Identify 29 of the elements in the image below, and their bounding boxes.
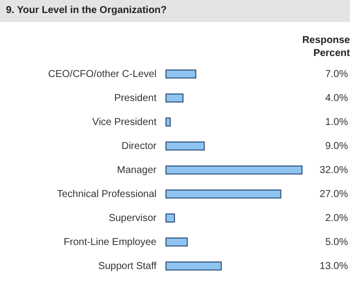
data-label: 1.0% <box>325 117 348 128</box>
bar <box>166 70 196 78</box>
data-label: 9.0% <box>325 141 348 152</box>
data-label: 27.0% <box>320 189 348 200</box>
bar <box>166 118 171 126</box>
bar <box>166 94 184 102</box>
data-label: 5.0% <box>325 237 348 248</box>
y-tick-label: CEO/CFO/other C-Level <box>48 69 156 80</box>
y-tick-label: Manager <box>117 165 158 176</box>
data-label: 7.0% <box>325 69 348 80</box>
y-tick-label: Director <box>121 141 158 152</box>
data-label: 4.0% <box>325 93 348 104</box>
y-tick-label: President <box>114 93 157 104</box>
y-tick-label: Vice President <box>92 117 157 128</box>
bar <box>166 214 175 222</box>
y-tick-label: Technical Professional <box>57 189 156 200</box>
y-tick-label: Supervisor <box>108 213 158 224</box>
chart-title: 9. Your Level in the Organization? <box>0 0 350 22</box>
bar <box>166 142 205 150</box>
bar <box>166 262 222 270</box>
data-label: 32.0% <box>320 165 348 176</box>
bar <box>166 238 188 246</box>
text: Response Percent <box>302 35 351 59</box>
bar <box>166 190 282 198</box>
bar <box>166 166 302 174</box>
y-tick-label: Support Staff <box>98 261 157 272</box>
data-label: 2.0% <box>325 213 348 224</box>
y-tick-label: Front-Line Employee <box>64 237 157 248</box>
data-label: 13.0% <box>320 261 348 272</box>
